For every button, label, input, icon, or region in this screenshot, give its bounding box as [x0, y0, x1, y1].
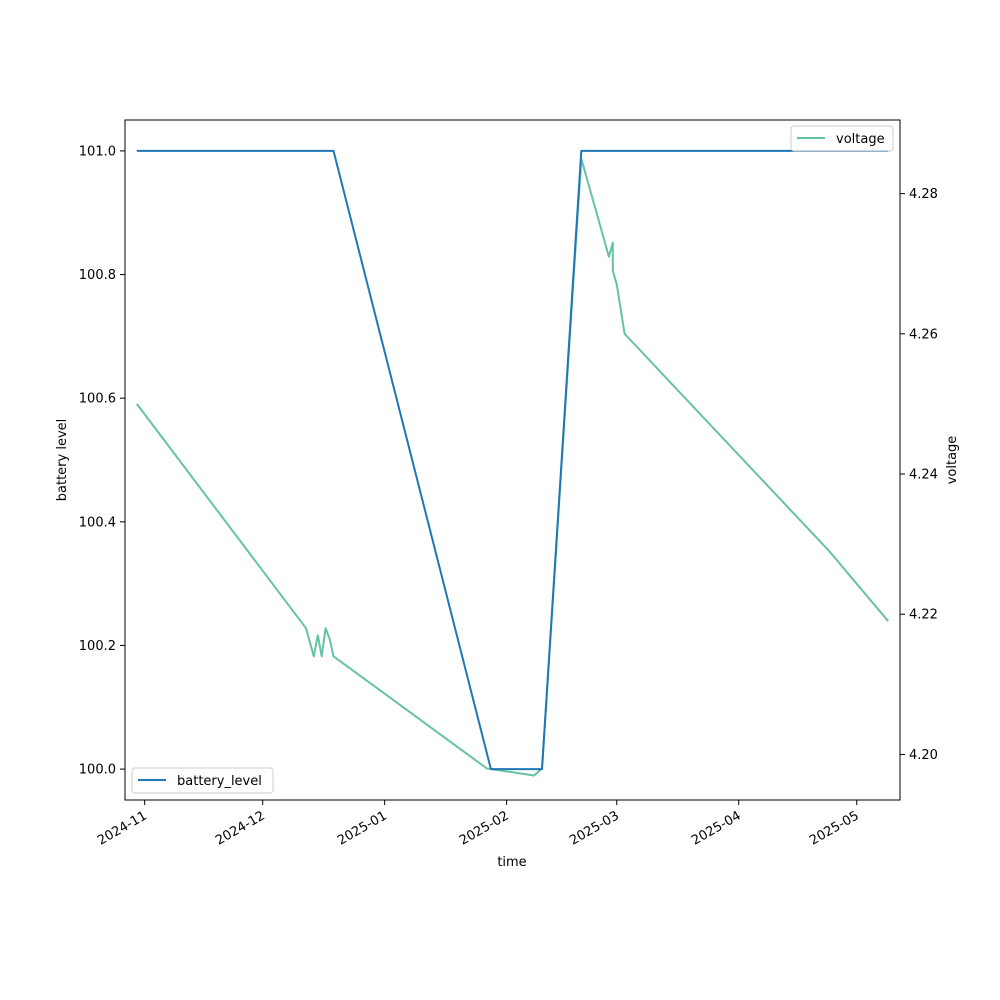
y-left-tick-label: 100.0: [79, 763, 116, 778]
x-axis-label: time: [497, 855, 526, 870]
series-line-battery-level: [136, 149, 889, 771]
legend-box: [790, 125, 894, 152]
legend-label-battery-level: battery_level: [177, 774, 262, 789]
legend-label-voltage: voltage: [836, 132, 885, 147]
legend-battery-level: battery_level: [131, 767, 274, 794]
series-line-voltage: [136, 157, 889, 777]
legend-box: [131, 767, 274, 794]
y-right-tick-label: 4.20: [909, 748, 938, 763]
y-left-tick-label: 100.6: [79, 392, 116, 407]
y-left-axis-ticks: 100.0 100.2 100.4 100.6 100.8 101.0: [79, 144, 125, 778]
y-right-tick-label: 4.28: [909, 187, 938, 202]
y-left-tick-label: 101.0: [79, 144, 116, 159]
plot-frame: [124, 119, 901, 801]
y-left-axis-label: battery level: [55, 419, 70, 502]
y-right-tick-label: 4.22: [909, 608, 938, 623]
y-right-tick-label: 4.24: [909, 468, 938, 483]
y-left-tick-label: 100.4: [79, 515, 116, 530]
y-right-axis-label: voltage: [945, 436, 960, 485]
y-left-tick-label: 100.8: [79, 268, 116, 283]
y-right-tick-label: 4.26: [909, 327, 938, 342]
plot-lines: [136, 149, 889, 777]
y-right-axis-ticks: 4.20 4.22 4.24 4.26 4.28: [900, 187, 938, 763]
legend-voltage: voltage: [790, 125, 894, 152]
y-left-tick-label: 100.2: [79, 639, 116, 654]
